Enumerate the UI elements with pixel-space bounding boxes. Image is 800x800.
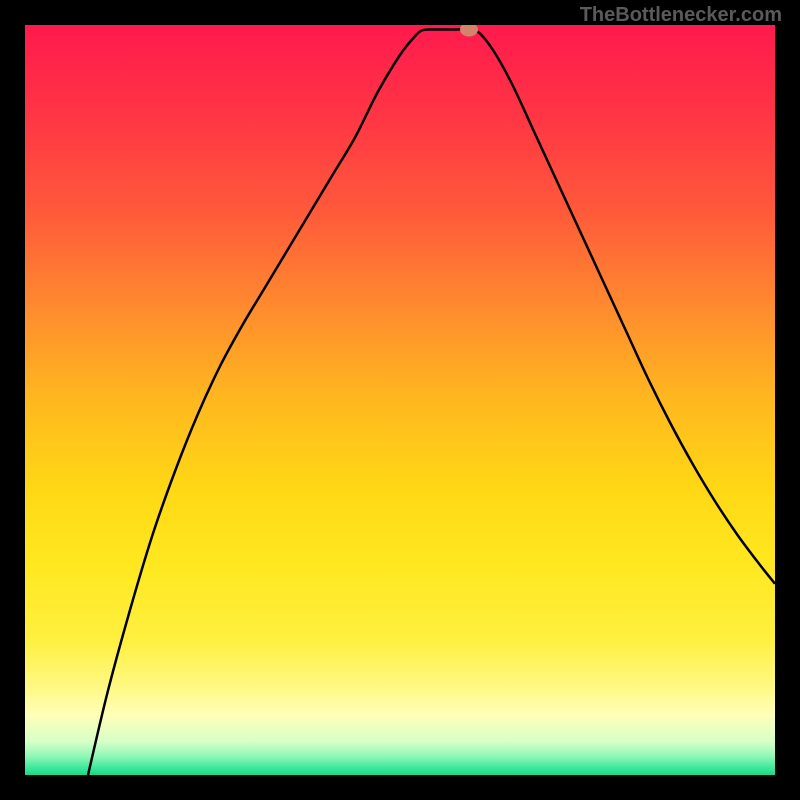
marker-dot (460, 25, 478, 37)
watermark-label: TheBottlenecker.com (580, 4, 782, 26)
bottleneck-curve (88, 29, 775, 775)
chart-area (25, 25, 775, 775)
curve-layer (25, 25, 775, 775)
watermark-text: TheBottlenecker.com (580, 4, 782, 27)
